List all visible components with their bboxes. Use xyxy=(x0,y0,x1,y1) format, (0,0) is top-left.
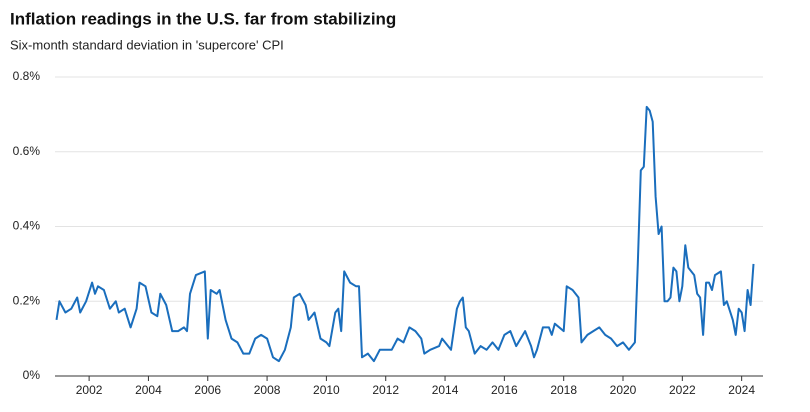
x-tick-label: 2016 xyxy=(491,383,518,397)
x-tick-label: 2012 xyxy=(372,383,399,397)
chart-title: Inflation readings in the U.S. far from … xyxy=(10,9,396,28)
x-tick-label: 2004 xyxy=(135,383,162,397)
x-tick-label: 2024 xyxy=(728,383,755,397)
x-tick-label: 2020 xyxy=(610,383,637,397)
chart-subtitle: Six-month standard deviation in 'superco… xyxy=(10,37,284,52)
x-tick-label: 2008 xyxy=(254,383,281,397)
y-tick-label: 0.2% xyxy=(13,293,41,307)
x-tick-label: 2006 xyxy=(194,383,221,397)
x-tick-label: 2010 xyxy=(313,383,340,397)
y-tick-label: 0.6% xyxy=(13,144,41,158)
y-tick-label: 0.4% xyxy=(13,219,41,233)
y-tick-label: 0% xyxy=(23,368,41,382)
x-tick-label: 2014 xyxy=(432,383,459,397)
x-tick-label: 2002 xyxy=(76,383,103,397)
line xyxy=(55,105,755,363)
y-tick-label: 0.8% xyxy=(13,69,41,83)
x-tick-label: 2018 xyxy=(550,383,577,397)
x-tick-label: 2022 xyxy=(669,383,696,397)
